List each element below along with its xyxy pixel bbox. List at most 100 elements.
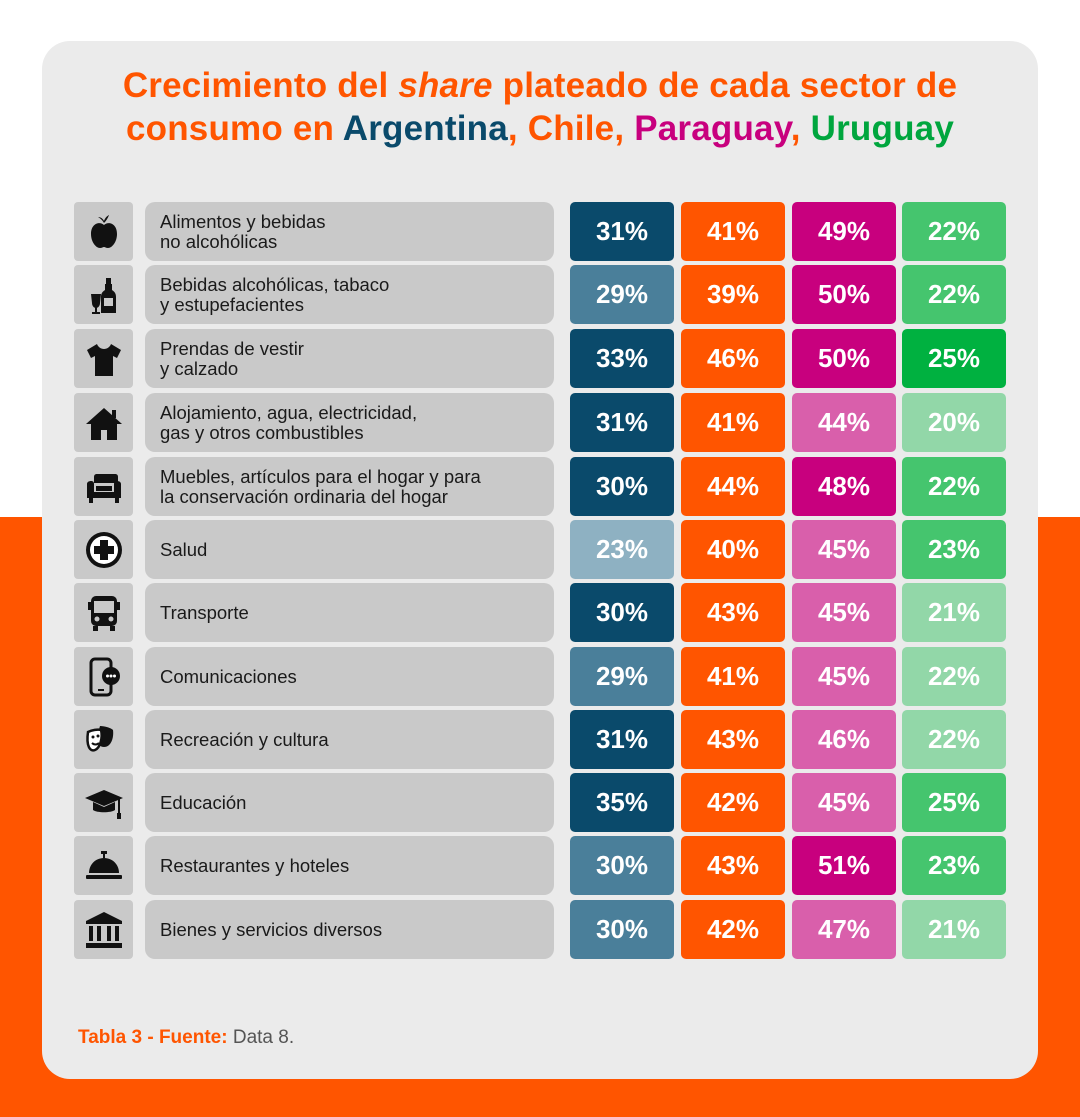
health-cross-icon [74,520,133,579]
country-name-paraguay: Paraguay [634,109,791,148]
wine-bottle-icon [74,265,133,324]
value-cell-argentina: 33% [570,329,674,388]
value-cell-uruguay: 22% [902,457,1006,516]
table-row: Recreación y cultura 31% 43% 46% 22% [74,710,1006,769]
value-cell-chile: 40% [681,520,785,579]
tshirt-icon [74,329,133,388]
table-row: Muebles, artículos para el hogar y para … [74,457,1006,516]
value-cell-paraguay: 47% [792,900,896,959]
value-cell-paraguay: 45% [792,583,896,642]
value-cell-chile: 43% [681,583,785,642]
value-cell-paraguay: 50% [792,329,896,388]
phone-chat-icon [74,647,133,706]
row-label: Transporte [145,583,554,642]
title-line-2: consumo en Argentina, Chile, Paraguay, U… [0,107,1080,150]
value-cell-paraguay: 45% [792,520,896,579]
chart-title: Crecimiento del share plateado de cada s… [0,64,1080,150]
table-row: Alojamiento, agua, electricidad, gas y o… [74,393,1006,452]
table-row: Salud 23% 40% 45% 23% [74,520,1006,579]
table-row: Comunicaciones 29% 41% 45% 22% [74,647,1006,706]
value-cell-chile: 43% [681,836,785,895]
title-separator: , [790,109,811,148]
value-cell-paraguay: 45% [792,647,896,706]
value-cell-uruguay: 20% [902,393,1006,452]
value-cell-argentina: 31% [570,202,674,261]
value-cell-chile: 41% [681,202,785,261]
value-cell-paraguay: 44% [792,393,896,452]
row-label: Muebles, artículos para el hogar y para … [145,457,554,516]
value-cell-argentina: 30% [570,457,674,516]
value-cell-uruguay: 25% [902,773,1006,832]
value-cell-uruguay: 22% [902,202,1006,261]
value-cell-paraguay: 46% [792,710,896,769]
row-label: Alojamiento, agua, electricidad, gas y o… [145,393,554,452]
source-text: Data 8. [227,1027,295,1048]
country-name-chile: Chile [527,109,615,148]
value-cell-chile: 41% [681,647,785,706]
value-cell-uruguay: 25% [902,329,1006,388]
apple-icon [74,202,133,261]
table-row: Bebidas alcohólicas, tabaco y estupefaci… [74,265,1006,324]
value-cell-uruguay: 22% [902,647,1006,706]
value-cell-chile: 44% [681,457,785,516]
value-cell-chile: 42% [681,900,785,959]
value-cell-chile: 43% [681,710,785,769]
value-cell-paraguay: 51% [792,836,896,895]
value-cell-uruguay: 21% [902,583,1006,642]
country-name-uruguay: Uruguay [810,109,955,148]
country-names: Argentina, Chile, Paraguay, Uruguay [343,109,954,148]
row-label: Educación [145,773,554,832]
title-text: consumo en [125,109,343,148]
bank-building-icon [74,900,133,959]
source-note: Tabla 3 - Fuente: Data 8. [78,1027,294,1049]
table-row: Bienes y servicios diversos 30% 42% 47% 21% [74,900,1006,959]
value-cell-chile: 42% [681,773,785,832]
source-label: Tabla 3 - Fuente: [78,1027,228,1048]
table-row: Educación 35% 42% 45% 25% [74,773,1006,832]
service-bell-icon [74,836,133,895]
bus-icon [74,583,133,642]
row-label: Bebidas alcohólicas, tabaco y estupefaci… [145,265,554,324]
value-cell-argentina: 23% [570,520,674,579]
value-cell-uruguay: 23% [902,836,1006,895]
theater-masks-icon [74,710,133,769]
country-name-argentina: Argentina [342,109,508,148]
value-cell-argentina: 30% [570,900,674,959]
value-cell-uruguay: 21% [902,900,1006,959]
title-text: Crecimiento del [122,66,399,105]
house-icon [74,393,133,452]
value-cell-paraguay: 48% [792,457,896,516]
row-label: Comunicaciones [145,647,554,706]
value-cell-argentina: 30% [570,583,674,642]
value-cell-paraguay: 49% [792,202,896,261]
value-cell-chile: 46% [681,329,785,388]
table-row: Restaurantes y hoteles 30% 43% 51% 23% [74,836,1006,895]
value-cell-uruguay: 23% [902,520,1006,579]
value-cell-paraguay: 50% [792,265,896,324]
row-label: Prendas de vestir y calzado [145,329,554,388]
title-emphasis: share [398,66,493,105]
value-cell-argentina: 35% [570,773,674,832]
value-cell-argentina: 29% [570,265,674,324]
row-label: Bienes y servicios diversos [145,900,554,959]
armchair-icon [74,457,133,516]
value-cell-argentina: 29% [570,647,674,706]
row-label: Salud [145,520,554,579]
title-text: plateado de cada sector de [492,66,958,105]
table-row: Prendas de vestir y calzado 33% 46% 50% 25% [74,329,1006,388]
table-row: Alimentos y bebidas no alcohólicas 31% 41%… [74,202,1006,261]
title-separator: , [614,109,635,148]
value-cell-chile: 39% [681,265,785,324]
value-cell-argentina: 31% [570,710,674,769]
row-label: Alimentos y bebidas no alcohólicas [145,202,554,261]
graduation-cap-icon [74,773,133,832]
title-separator: , [507,109,528,148]
value-cell-chile: 41% [681,393,785,452]
row-label: Restaurantes y hoteles [145,836,554,895]
value-cell-argentina: 30% [570,836,674,895]
title-line-1: Crecimiento del share plateado de cada s… [0,64,1080,107]
value-cell-argentina: 31% [570,393,674,452]
value-cell-uruguay: 22% [902,710,1006,769]
value-cell-uruguay: 22% [902,265,1006,324]
table-row: Transporte 30% 43% 45% 21% [74,583,1006,642]
